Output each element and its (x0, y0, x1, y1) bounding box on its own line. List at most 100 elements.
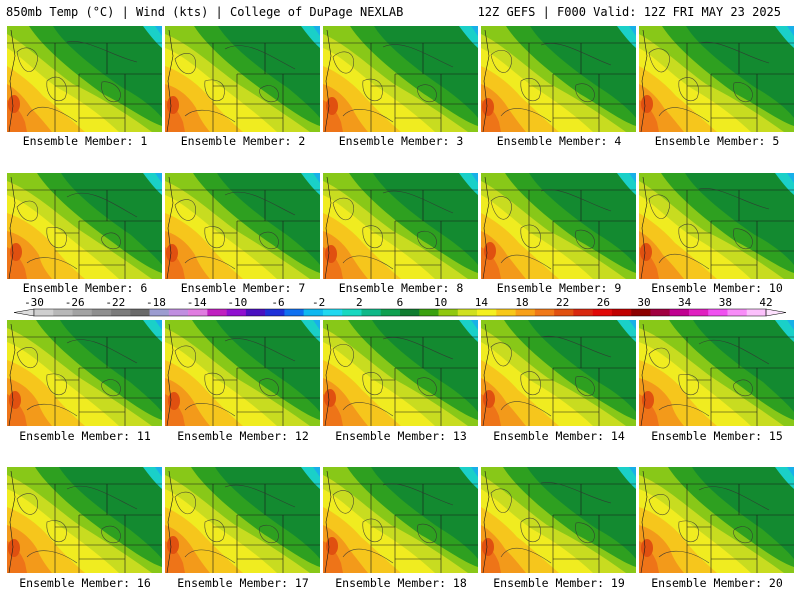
colorbar-swatch (342, 309, 362, 316)
ensemble-member-label: Ensemble Member: 13 (335, 429, 467, 443)
temperature-field (7, 173, 162, 279)
ensemble-map-15 (639, 320, 794, 426)
colorbar-swatch (380, 309, 401, 316)
ensemble-member-label: Ensemble Member: 4 (496, 134, 622, 148)
temperature-field (165, 320, 320, 426)
ensemble-map-16 (7, 467, 162, 573)
colorbar-tick-label: -10 (227, 296, 247, 309)
ensemble-member-label: Ensemble Member: 16 (19, 576, 151, 590)
ensemble-map-4 (481, 26, 636, 132)
colorbar-swatch (111, 309, 131, 316)
colorbar-swatch (207, 309, 227, 316)
colorbar-tick-label: 2 (356, 296, 363, 309)
ensemble-member-label: Ensemble Member: 2 (180, 134, 306, 148)
temperature-field (481, 467, 636, 573)
colorbar-swatch (400, 309, 420, 316)
colorbar-swatch (688, 309, 709, 316)
ensemble-map-18 (323, 467, 478, 573)
colorbar-swatch (496, 309, 516, 316)
ensemble-member-label: Ensemble Member: 11 (19, 429, 151, 443)
colorbar-swatch (419, 309, 439, 316)
colorbar-swatch (650, 309, 670, 316)
ensemble-map-8 (323, 173, 478, 279)
temperature-field (7, 320, 162, 426)
colorbar-swatch (746, 309, 767, 316)
colorbar-swatch (188, 309, 208, 316)
colorbar-swatch (130, 309, 150, 316)
temperature-field (7, 26, 162, 132)
ensemble-member-label: Ensemble Member: 15 (651, 429, 783, 443)
temperature-field (7, 467, 162, 573)
temperature-field (639, 467, 794, 573)
colorbar-tick-label: -14 (187, 296, 207, 309)
colorbar-swatch (631, 309, 651, 316)
colorbar-tick-label: 38 (719, 296, 732, 309)
ensemble-member-label: Ensemble Member: 17 (177, 576, 309, 590)
ensemble-member-label: Ensemble Member: 9 (496, 281, 622, 295)
colorbar-tick-label: 14 (475, 296, 489, 309)
colorbar-swatch (438, 309, 459, 316)
temperature-field (323, 26, 478, 132)
ensemble-member-label: Ensemble Member: 20 (651, 576, 783, 590)
map-title: 850mb Temp (°C) | Wind (kts) | College o… (6, 5, 404, 19)
ensemble-map-2 (165, 26, 320, 132)
temperature-field (165, 173, 320, 279)
colorbar-swatch (457, 309, 478, 316)
colorbar-swatch (245, 309, 266, 316)
ensemble-map-19 (481, 467, 636, 573)
ensemble-member-label: Ensemble Member: 18 (335, 576, 467, 590)
colorbar-swatch (34, 309, 54, 316)
colorbar-tick-label: 10 (434, 296, 447, 309)
colorbar-swatch (168, 309, 189, 316)
ensemble-member-label: Ensemble Member: 6 (22, 281, 148, 295)
colorbar-tick-label: -2 (312, 296, 325, 309)
ensemble-member-label: Ensemble Member: 8 (338, 281, 464, 295)
ensemble-member-label: Ensemble Member: 3 (338, 134, 464, 148)
colorbar-swatch (592, 309, 613, 316)
colorbar-tick-label: 22 (556, 296, 569, 309)
colorbar-swatch (708, 309, 728, 316)
temperature-field (323, 467, 478, 573)
temperature-field (323, 320, 478, 426)
ensemble-map-5 (639, 26, 794, 132)
ensemble-map-11 (7, 320, 162, 426)
temperature-field (481, 320, 636, 426)
ensemble-map-13 (323, 320, 478, 426)
ensemble-map-7 (165, 173, 320, 279)
colorbar-swatch (534, 309, 555, 316)
colorbar-tick-label: 34 (678, 296, 692, 309)
colorbar-swatch (727, 309, 748, 316)
temperature-field (481, 26, 636, 132)
colorbar-tick-label: 30 (637, 296, 650, 309)
temperature-field (639, 320, 794, 426)
ensemble-member-label: Ensemble Member: 19 (493, 576, 625, 590)
colorbar-tick-label: -22 (105, 296, 125, 309)
colorbar-tick-label: 42 (759, 296, 772, 309)
ensemble-member-label: Ensemble Member: 5 (654, 134, 780, 148)
temperature-colorbar: -30 -26 -22 -18 -14 -10 -6 -2 2 6 10 14 18 22 26 30 34 38… (13, 296, 787, 317)
colorbar-swatch (477, 309, 497, 316)
ensemble-map-17 (165, 467, 320, 573)
temperature-field (481, 173, 636, 279)
colorbar-tick-label: -18 (146, 296, 166, 309)
colorbar-low-arrow (13, 308, 35, 317)
colorbar-swatch (573, 309, 593, 316)
colorbar-swatch (226, 309, 247, 316)
temperature-field (165, 26, 320, 132)
colorbar-swatch (284, 309, 304, 316)
colorbar-swatch (265, 309, 285, 316)
ensemble-member-label: Ensemble Member: 1 (22, 134, 148, 148)
colorbar-high-arrow (765, 308, 787, 317)
ensemble-map-9 (481, 173, 636, 279)
colorbar-swatch (611, 309, 632, 316)
colorbar-swatch (515, 309, 536, 316)
colorbar-tick-label: -30 (24, 296, 44, 309)
colorbar-swatch (554, 309, 574, 316)
ensemble-map-6 (7, 173, 162, 279)
colorbar-tick-label: 18 (515, 296, 528, 309)
temperature-field (639, 173, 794, 279)
ensemble-member-label: Ensemble Member: 12 (177, 429, 309, 443)
ensemble-map-1 (7, 26, 162, 132)
colorbar-tick-label: -6 (271, 296, 284, 309)
colorbar-swatch (72, 309, 93, 316)
